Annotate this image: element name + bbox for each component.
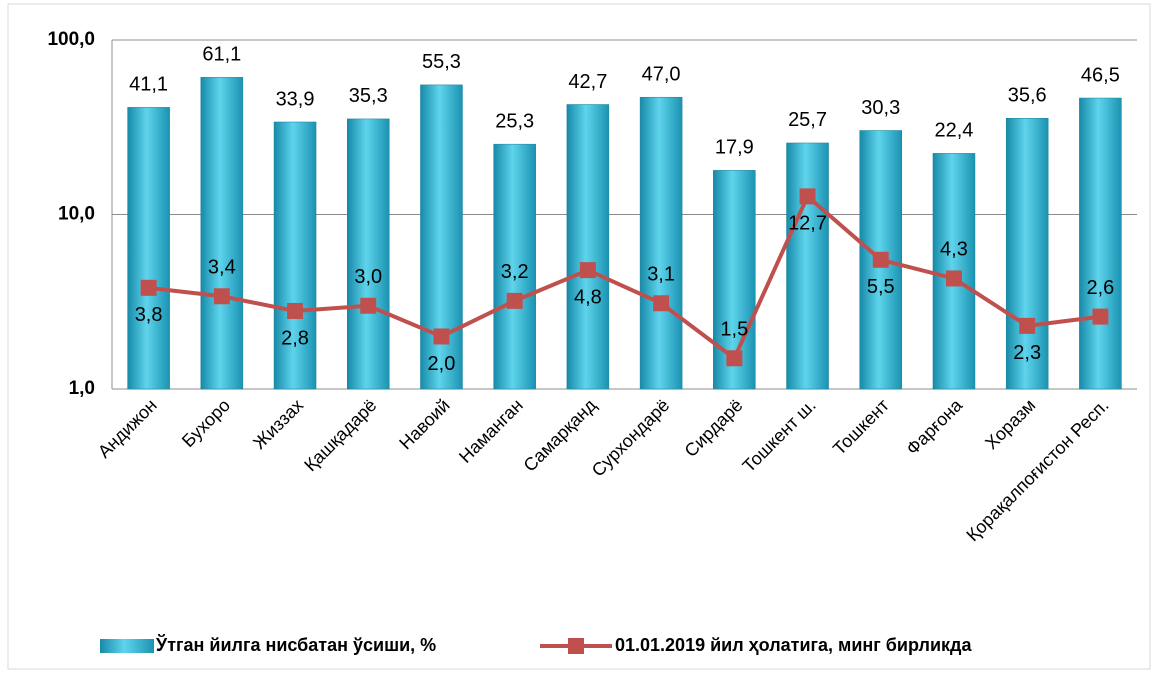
x-tick-label: Наманган: [455, 395, 527, 467]
x-tick-label: Бухоро: [178, 395, 234, 451]
line-series: [148, 193, 1101, 362]
bar-value-label: 25,3: [495, 110, 534, 132]
bar: [493, 143, 536, 390]
line-value-label: 1,5: [720, 319, 748, 341]
x-tick-label: Навоий: [395, 395, 453, 453]
line-value-label: 5,5: [867, 276, 895, 298]
line-marker: [506, 292, 523, 309]
bar: [1079, 97, 1122, 390]
x-tick-label: Жиззах: [249, 395, 307, 453]
line-value-label: 3,1: [647, 264, 675, 286]
bar-value-label: 42,7: [568, 71, 607, 93]
bar: [1005, 118, 1049, 390]
line-marker: [945, 270, 962, 287]
line-value-label: 3,0: [354, 266, 382, 288]
bar-value-label: 41,1: [129, 74, 168, 96]
line-marker: [287, 302, 304, 319]
bar: [639, 96, 683, 390]
x-tick-label: Андижон: [94, 395, 161, 462]
legend-label: Ўтган йилга нисбатан ўсиши, %: [155, 634, 436, 655]
line-value-label: 4,8: [574, 286, 602, 308]
bar-value-label: 55,3: [422, 51, 461, 73]
line-value-label: 2,3: [1013, 342, 1041, 364]
y-tick-label: 1,0: [69, 378, 95, 399]
legend-swatch: [568, 638, 584, 654]
line-value-label: 2,6: [1086, 277, 1114, 299]
y-tick-label: 10,0: [58, 204, 95, 225]
bar: [347, 118, 390, 390]
legend-label: 01.01.2019 йил ҳолатига, минг бирликда: [615, 635, 972, 655]
line-marker: [653, 295, 670, 312]
line-value-label: 12,7: [788, 213, 827, 235]
line-marker: [433, 328, 450, 345]
x-tick-label: Сурхондарё: [588, 395, 673, 480]
line-marker: [579, 262, 596, 279]
x-tick-label: Тошкент: [829, 395, 893, 459]
x-tick-label: Хоразм: [981, 395, 1039, 453]
y-tick-label: 100,0: [47, 29, 95, 50]
line-marker: [213, 288, 230, 305]
x-tick-label: Сирдарё: [681, 395, 747, 461]
line-value-label: 3,4: [208, 257, 236, 279]
bar: [200, 77, 244, 390]
line-marker: [872, 251, 889, 268]
x-tick-label: Қашқадарё: [300, 395, 380, 475]
bar-value-label: 25,7: [788, 109, 827, 131]
bar-value-label: 61,1: [202, 44, 241, 66]
line-value-label: 4,3: [940, 239, 968, 261]
x-tick-label: Тошкент ш.: [739, 395, 820, 476]
bar-value-label: 30,3: [861, 97, 900, 119]
line-marker: [360, 297, 377, 314]
bar-value-label: 35,6: [1008, 85, 1047, 107]
line-marker: [1092, 308, 1109, 325]
chart-border: [7, 3, 1151, 670]
line-value-label: 3,8: [135, 304, 163, 326]
bar: [127, 107, 170, 390]
x-tick-label: Фарғона: [902, 394, 967, 459]
x-tick-label: Самарқанд: [520, 395, 601, 476]
line-marker: [726, 350, 743, 367]
bar: [566, 104, 610, 390]
line-value-label: 2,8: [281, 327, 309, 349]
bar-value-label: 47,0: [642, 64, 681, 86]
bar: [273, 121, 317, 390]
bar-value-label: 17,9: [715, 137, 754, 159]
bar-value-label: 46,5: [1081, 64, 1120, 86]
line-value-label: 2,0: [428, 353, 456, 375]
bar-value-label: 22,4: [934, 120, 973, 142]
legend-swatch: [100, 639, 154, 653]
line-marker: [140, 279, 157, 296]
line-marker: [1019, 317, 1036, 334]
bar: [786, 142, 829, 390]
line-marker: [799, 188, 816, 205]
x-tick-label: Қорақалпоғистон Респ.: [962, 395, 1112, 545]
bar-value-label: 33,9: [276, 88, 315, 110]
line-value-label: 3,2: [501, 261, 529, 283]
bar-value-label: 35,3: [349, 85, 388, 107]
